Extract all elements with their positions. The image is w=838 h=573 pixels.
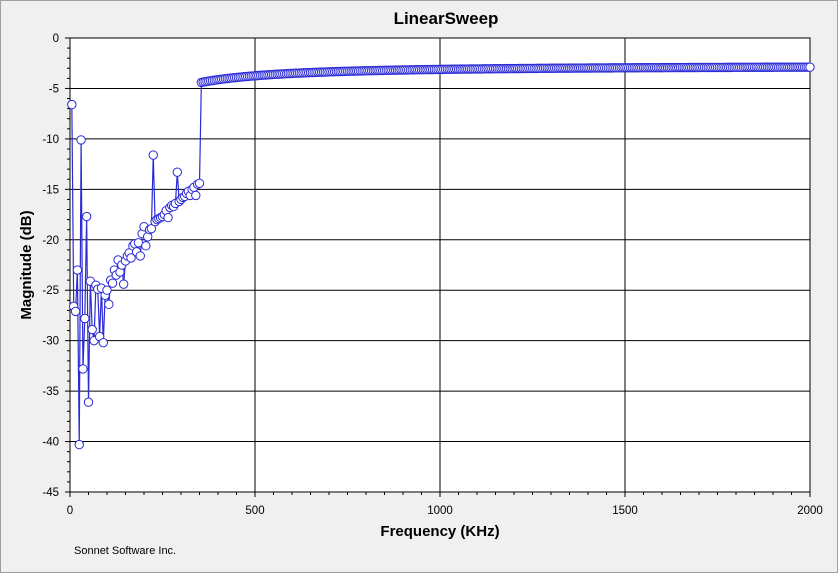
data-point: [80, 313, 90, 324]
data-point: [191, 190, 201, 201]
y-tick-label: -25: [42, 285, 59, 297]
data-point: [172, 167, 183, 177]
data-point: [148, 150, 158, 160]
y-axis-title: Magnitude (dB): [18, 210, 35, 319]
data-point: [76, 135, 86, 145]
data-point: [141, 241, 151, 251]
data-point: [194, 178, 205, 188]
data-point: [126, 253, 136, 263]
data-point: [81, 211, 92, 222]
y-tick-labels: 0 -5 -10 -15 -20 -25 -30 -35 -40 -45: [42, 33, 59, 499]
data-point: [805, 62, 815, 72]
data-point: [107, 278, 118, 288]
y-tick-label: -30: [42, 336, 59, 348]
data-point: [74, 439, 84, 450]
x-tick-label: 0: [67, 505, 73, 517]
y-tick-label: -10: [42, 134, 59, 146]
data-point: [72, 265, 83, 275]
y-tick-label: 0: [53, 33, 59, 45]
footer-credit: Sonnet Software Inc.: [74, 545, 176, 557]
x-tick-label: 1000: [427, 505, 453, 517]
y-tick-label: -45: [42, 487, 59, 499]
data-point: [87, 324, 97, 335]
minor-ticks: [67, 47, 792, 495]
data-point: [70, 306, 81, 317]
y-tick-label: -20: [42, 235, 59, 247]
x-tick-label: 2000: [797, 505, 823, 517]
y-tick-label: -40: [42, 437, 59, 449]
data-point: [118, 279, 129, 289]
data-point: [78, 364, 88, 374]
x-tick-labels: 0 500 1000 1500 2000: [67, 505, 823, 517]
chart-title: LinearSweep: [394, 9, 499, 28]
data-point: [104, 299, 114, 310]
y-tick-label: -5: [49, 83, 59, 95]
x-tick-label: 1500: [612, 505, 638, 517]
y-tick-label: -35: [42, 386, 59, 398]
data-point: [98, 337, 109, 348]
data-point: [102, 285, 112, 295]
x-axis-title: Frequency (KHz): [380, 523, 499, 540]
x-tick-label: 500: [245, 505, 264, 517]
y-tick-label: -15: [42, 184, 59, 196]
data-point: [67, 99, 77, 110]
data-point: [83, 397, 94, 407]
data-series: [67, 62, 815, 450]
data-point: [135, 251, 146, 261]
data-point: [163, 212, 173, 223]
